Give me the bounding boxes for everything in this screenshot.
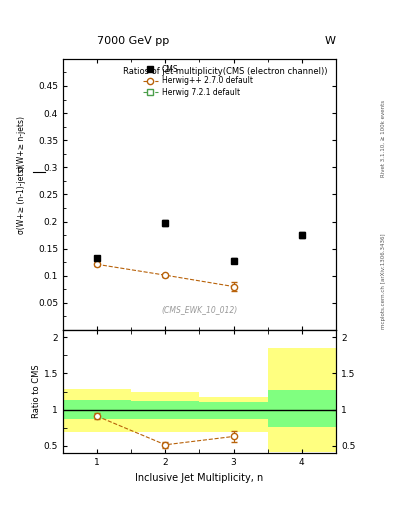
Text: (CMS_EWK_10_012): (CMS_EWK_10_012) — [161, 305, 238, 314]
Legend: CMS, Herwig++ 2.7.0 default, Herwig 7.2.1 default: CMS, Herwig++ 2.7.0 default, Herwig 7.2.… — [140, 62, 255, 99]
Bar — [200, 397, 268, 432]
Text: Ratios of jet multiplicity(CMS (electron channel)): Ratios of jet multiplicity(CMS (electron… — [123, 67, 328, 76]
Y-axis label: Ratio to CMS: Ratio to CMS — [32, 365, 41, 418]
Bar — [200, 402, 268, 419]
Text: 7000 GeV pp: 7000 GeV pp — [97, 36, 170, 46]
Text: mcplots.cern.ch [arXiv:1306.3436]: mcplots.cern.ch [arXiv:1306.3436] — [381, 234, 386, 329]
X-axis label: Inclusive Jet Multiplicity, n: Inclusive Jet Multiplicity, n — [135, 473, 264, 482]
Text: σ(W+≥ n-jets): σ(W+≥ n-jets) — [17, 116, 26, 171]
Text: σ(W+≥ (n-1)-jets): σ(W+≥ (n-1)-jets) — [17, 165, 26, 234]
Bar — [131, 392, 200, 432]
Bar — [268, 348, 336, 452]
Text: W: W — [325, 36, 336, 46]
Bar — [131, 401, 200, 419]
Bar — [63, 400, 131, 419]
Bar — [268, 390, 336, 427]
Bar — [63, 389, 131, 432]
Text: Rivet 3.1.10, ≥ 100k events: Rivet 3.1.10, ≥ 100k events — [381, 100, 386, 177]
